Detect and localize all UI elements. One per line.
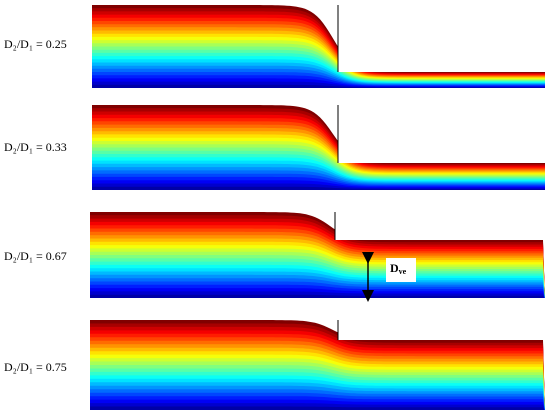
contour-layer (90, 5, 545, 410)
ratio-label: D₂/D₁ = 0.33 (4, 140, 67, 154)
contour-band (90, 406, 545, 410)
ratio-label: D₂/D₁ = 0.67 (4, 249, 67, 263)
contour-panel (92, 5, 545, 88)
label-layer: D₂/D₁ = 0.25 D₂/D₁ = 0.33 D₂/D₁ = 0.67 D₂/D… (4, 37, 67, 374)
dve-label: Dve (390, 261, 407, 276)
contour-band (90, 294, 545, 298)
dve-box (386, 258, 416, 282)
contour-band (92, 84, 545, 88)
dve-sub: ve (399, 267, 407, 276)
contour-panel (90, 320, 545, 410)
ratio-label: D₂/D₁ = 0.25 (4, 37, 67, 51)
contour-panel (92, 105, 545, 190)
contour-panel (90, 212, 545, 298)
contour-band (92, 186, 545, 190)
dve-main: D (390, 261, 399, 275)
ratio-label: D₂/D₁ = 0.75 (4, 360, 67, 374)
